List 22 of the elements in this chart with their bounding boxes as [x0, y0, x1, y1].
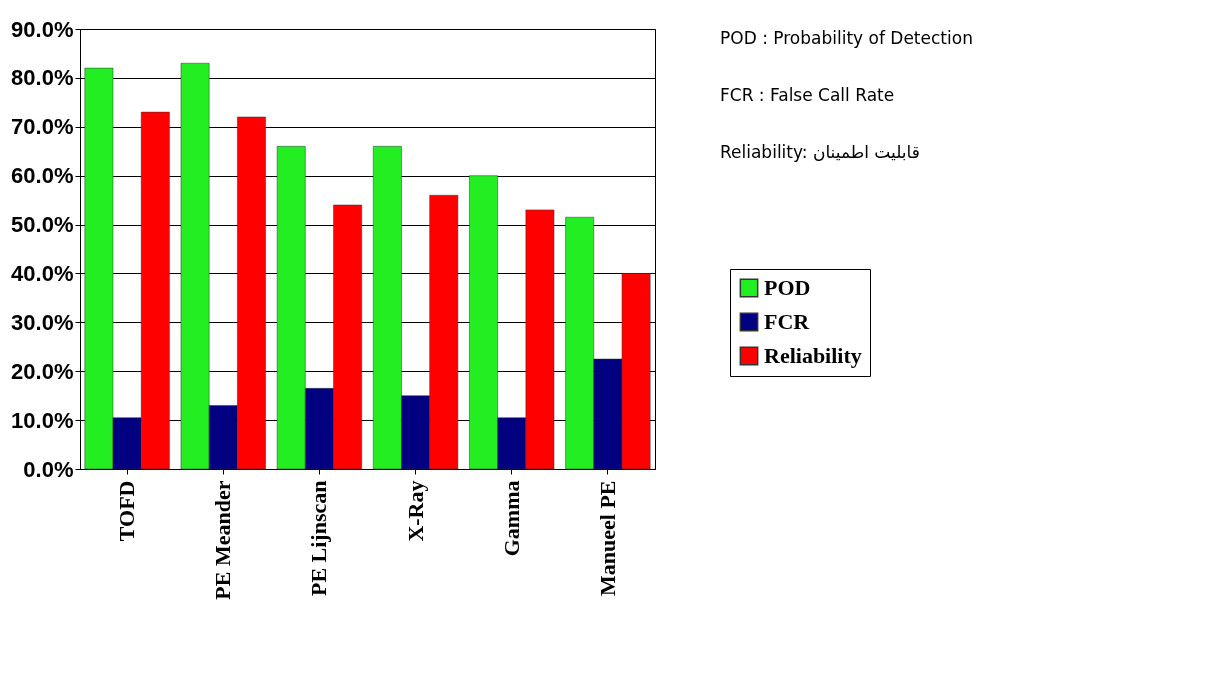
y-tick-label: 60.0% [11, 163, 74, 189]
y-tick-label: 10.0% [11, 407, 74, 433]
x-tick-label: X-Ray [402, 480, 428, 542]
y-tick-label: 90.0% [11, 16, 74, 42]
y-tick-label: 20.0% [11, 358, 74, 384]
y-tick-label: 0.0% [23, 456, 74, 482]
text: Reliability: قابلیت اطمینان [720, 142, 920, 162]
y-tick-label: 40.0% [11, 260, 74, 286]
legend-label: POD [764, 275, 811, 300]
text: FCR : False Call Rate [720, 85, 895, 105]
x-tick-label: PE Meander [210, 480, 236, 600]
y-tick-label: 50.0% [11, 212, 74, 238]
text: POD : Probability of Detection [720, 28, 973, 48]
x-tick-label: Gamma [498, 480, 524, 557]
legend-label: Reliability [764, 343, 862, 368]
legend-label: FCR [764, 309, 811, 334]
y-tick-label: 30.0% [11, 309, 74, 335]
y-tick-label: 80.0% [11, 65, 74, 91]
x-tick-label: Manueel PE [594, 480, 620, 596]
y-tick-label: 70.0% [11, 114, 74, 140]
x-tick-label: PE Lijnscan [306, 480, 332, 597]
x-tick-label: TOFD [114, 480, 140, 542]
